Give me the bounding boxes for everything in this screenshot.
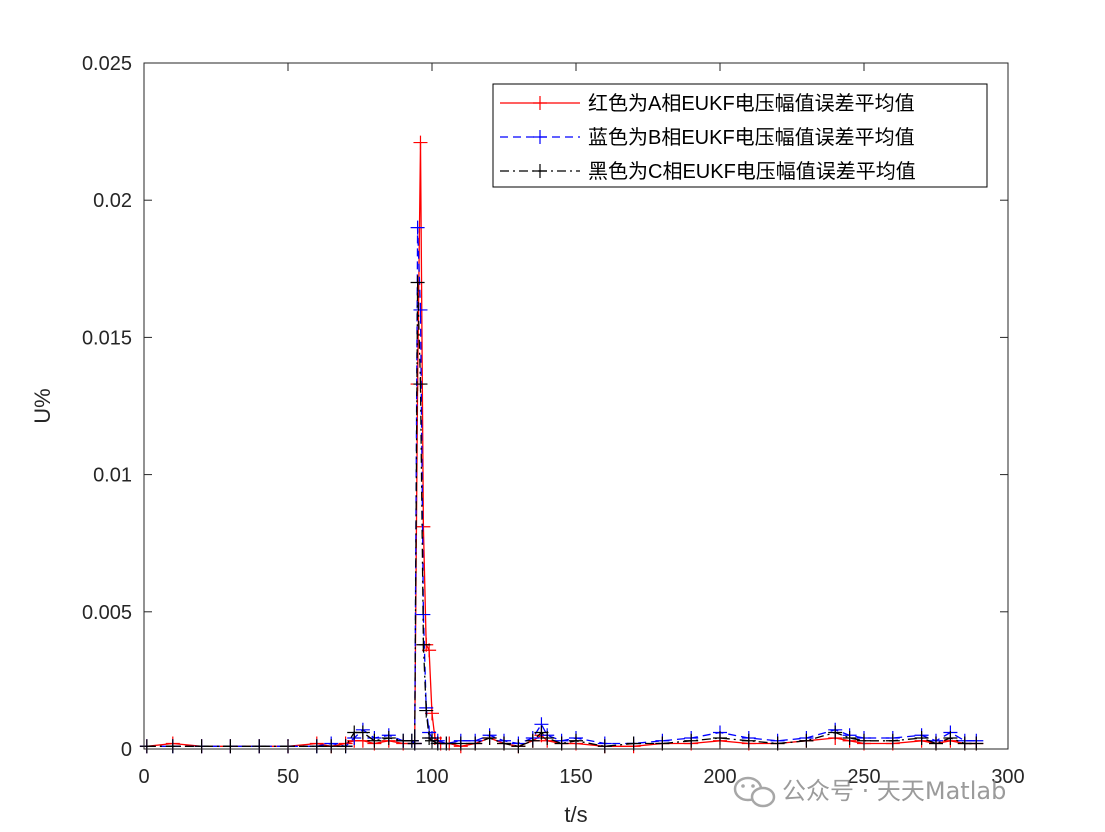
data-point-marker: [684, 733, 699, 748]
legend-entry: 黑色为C相EUKF电压幅值误差平均值: [500, 160, 916, 183]
data-point-marker: [413, 135, 428, 150]
legend-label: 蓝色为B相EUKF电压幅值误差平均值: [588, 126, 915, 149]
legend-marker-swatch: [533, 96, 547, 110]
legend-marker-swatch: [533, 130, 547, 144]
y-axis-label: U%: [30, 388, 55, 423]
x-tick-label: 0: [138, 766, 149, 788]
legend-marker-swatch: [533, 164, 547, 178]
x-tick-label: 150: [559, 766, 592, 788]
x-axis-label: t/s: [564, 802, 587, 827]
data-point-marker: [511, 739, 526, 754]
data-point-marker: [413, 302, 428, 317]
y-tick-label: 0: [121, 739, 132, 761]
data-point-marker: [165, 739, 180, 754]
ticks-layer: 0 50 100 150 200 250 300 0 0.005 0.01 0.015 0.02 0.0…: [82, 53, 1025, 788]
legend-label: 红色为A相EUKF电压幅值误差平均值: [588, 92, 915, 115]
data-point-marker: [410, 275, 425, 290]
data-point-marker: [468, 736, 483, 751]
data-point-marker: [324, 739, 339, 754]
data-point-marker: [416, 637, 431, 652]
data-point-marker: [223, 739, 238, 754]
x-tick-label: 250: [847, 766, 880, 788]
data-point-marker: [828, 725, 843, 740]
data-point-marker: [407, 736, 422, 751]
legend-entry: 红色为A相EUKF电压幅值误差平均值: [500, 92, 915, 115]
data-point-marker: [252, 739, 267, 754]
data-point-marker: [413, 377, 428, 392]
wechat-icon: [733, 776, 776, 808]
data-point-marker: [422, 643, 437, 658]
data-point-marker: [943, 731, 958, 746]
data-point-marker: [355, 725, 370, 740]
x-tick-label: 50: [277, 766, 299, 788]
legend-entries: 红色为A相EUKF电压幅值误差平均值蓝色为B相EUKF电压幅值误差平均值黑色为C…: [500, 92, 916, 183]
data-point-marker: [439, 736, 454, 751]
data-point-marker: [422, 731, 437, 746]
data-point-marker: [497, 736, 511, 751]
series-line: [146, 282, 977, 747]
data-point-marker: [410, 220, 425, 235]
data-point-marker: [969, 736, 984, 751]
y-tick-label: 0.025: [82, 53, 132, 75]
data-point-marker: [525, 733, 540, 748]
data-point-marker: [799, 733, 814, 748]
legend-label: 黑色为C相EUKF电压幅值误差平均值: [588, 160, 916, 183]
data-point-marker: [338, 739, 353, 754]
data-point-marker: [194, 739, 209, 754]
data-point-marker: [554, 736, 569, 751]
data-point-marker: [626, 736, 641, 751]
data-point-marker: [404, 733, 419, 748]
series-c: [139, 275, 984, 754]
data-point-marker: [416, 519, 431, 534]
y-tick-label: 0.01: [93, 465, 132, 487]
data-point-marker: [482, 731, 497, 746]
data-point-marker: [419, 703, 434, 718]
data-point-marker: [770, 736, 785, 751]
data-point-marker: [655, 736, 670, 751]
data-point-marker: [842, 731, 857, 746]
y-tick-label: 0.02: [93, 190, 132, 212]
data-point-marker: [367, 733, 382, 748]
data-point-marker: [929, 736, 943, 751]
data-point-marker: [534, 725, 549, 740]
x-tick-label: 200: [703, 766, 736, 788]
y-tick-label: 0.015: [82, 327, 132, 349]
y-tick-label: 0.005: [82, 602, 132, 624]
data-point-marker: [381, 731, 396, 746]
x-tick-label: 300: [991, 766, 1024, 788]
watermark: 公众号 · 天天Matlab: [733, 776, 1006, 808]
series-line: [146, 227, 977, 748]
x-tick-label: 100: [415, 766, 448, 788]
data-point-marker: [139, 739, 154, 754]
legend-entry: 蓝色为B相EUKF电压幅值误差平均值: [500, 126, 915, 149]
data-point-marker: [914, 731, 929, 746]
data-point-marker: [885, 733, 900, 748]
data-point-marker: [597, 739, 612, 754]
data-point-marker: [540, 731, 555, 746]
watermark-text: 公众号 · 天天Matlab: [782, 777, 1006, 805]
data-point-marker: [453, 736, 468, 751]
legend-box: [492, 83, 988, 188]
legend: 红色为A相EUKF电压幅值误差平均值蓝色为B相EUKF电压幅值误差平均值黑色为C…: [492, 83, 988, 188]
data-point-marker: [309, 739, 324, 754]
series-layer: [139, 135, 984, 754]
data-point-marker: [741, 733, 756, 748]
